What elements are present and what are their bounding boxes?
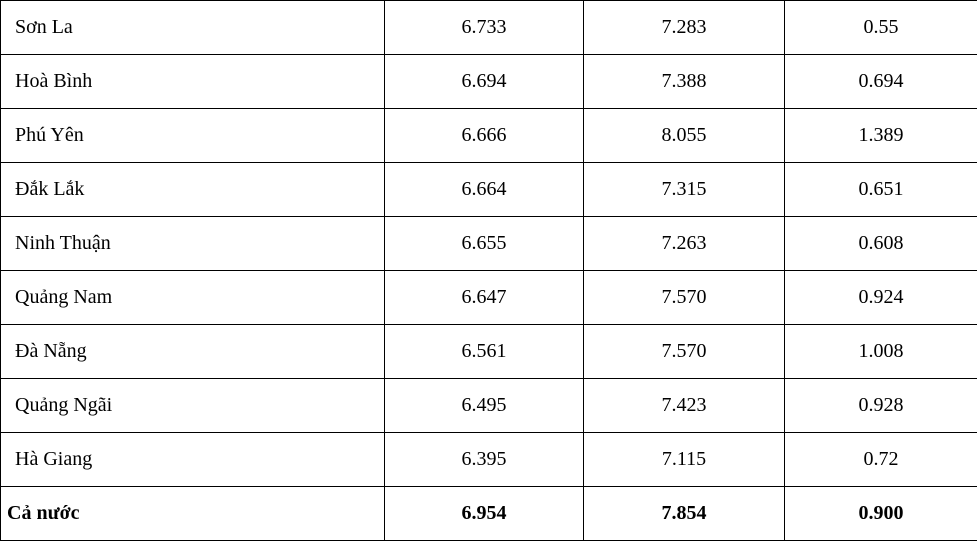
table-row: Quảng Nam 6.647 7.570 0.924 <box>1 271 977 325</box>
value-cell: 6.666 <box>385 109 584 163</box>
value-cell: 7.115 <box>584 433 785 487</box>
province-cell: Hà Giang <box>1 433 385 487</box>
table-row: Ninh Thuận 6.655 7.263 0.608 <box>1 217 977 271</box>
value-cell: 7.283 <box>584 1 785 55</box>
value-cell: 1.389 <box>785 109 977 163</box>
value-cell: 0.608 <box>785 217 977 271</box>
value-cell: 7.388 <box>584 55 785 109</box>
value-cell: 0.924 <box>785 271 977 325</box>
table-total-row: Cả nước 6.954 7.854 0.900 <box>1 487 977 541</box>
total-value-cell: 7.854 <box>584 487 785 541</box>
province-cell: Ninh Thuận <box>1 217 385 271</box>
value-cell: 6.561 <box>385 325 584 379</box>
value-cell: 7.263 <box>584 217 785 271</box>
value-cell: 6.733 <box>385 1 584 55</box>
province-cell: Sơn La <box>1 1 385 55</box>
table-row: Phú Yên 6.666 8.055 1.389 <box>1 109 977 163</box>
value-cell: 8.055 <box>584 109 785 163</box>
table-row: Đắk Lắk 6.664 7.315 0.651 <box>1 163 977 217</box>
table-row: Hoà Bình 6.694 7.388 0.694 <box>1 55 977 109</box>
value-cell: 7.570 <box>584 271 785 325</box>
value-cell: 6.664 <box>385 163 584 217</box>
value-cell: 6.495 <box>385 379 584 433</box>
province-cell: Phú Yên <box>1 109 385 163</box>
table-body: Sơn La 6.733 7.283 0.55 Hoà Bình 6.694 7… <box>1 1 977 541</box>
table-row: Hà Giang 6.395 7.115 0.72 <box>1 433 977 487</box>
value-cell: 0.928 <box>785 379 977 433</box>
table-row: Đà Nẵng 6.561 7.570 1.008 <box>1 325 977 379</box>
total-value-cell: 6.954 <box>385 487 584 541</box>
value-cell: 7.315 <box>584 163 785 217</box>
table-row: Sơn La 6.733 7.283 0.55 <box>1 1 977 55</box>
value-cell: 6.647 <box>385 271 584 325</box>
value-cell: 0.55 <box>785 1 977 55</box>
value-cell: 6.694 <box>385 55 584 109</box>
table-row: Quảng Ngãi 6.495 7.423 0.928 <box>1 379 977 433</box>
value-cell: 1.008 <box>785 325 977 379</box>
value-cell: 7.423 <box>584 379 785 433</box>
total-value-cell: 0.900 <box>785 487 977 541</box>
value-cell: 6.655 <box>385 217 584 271</box>
value-cell: 7.570 <box>584 325 785 379</box>
value-cell: 6.395 <box>385 433 584 487</box>
province-cell: Hoà Bình <box>1 55 385 109</box>
value-cell: 0.72 <box>785 433 977 487</box>
province-cell: Quảng Ngãi <box>1 379 385 433</box>
total-label-cell: Cả nước <box>1 487 385 541</box>
province-cell: Quảng Nam <box>1 271 385 325</box>
value-cell: 0.651 <box>785 163 977 217</box>
value-cell: 0.694 <box>785 55 977 109</box>
province-cell: Đắk Lắk <box>1 163 385 217</box>
data-table: Sơn La 6.733 7.283 0.55 Hoà Bình 6.694 7… <box>0 0 977 541</box>
province-cell: Đà Nẵng <box>1 325 385 379</box>
